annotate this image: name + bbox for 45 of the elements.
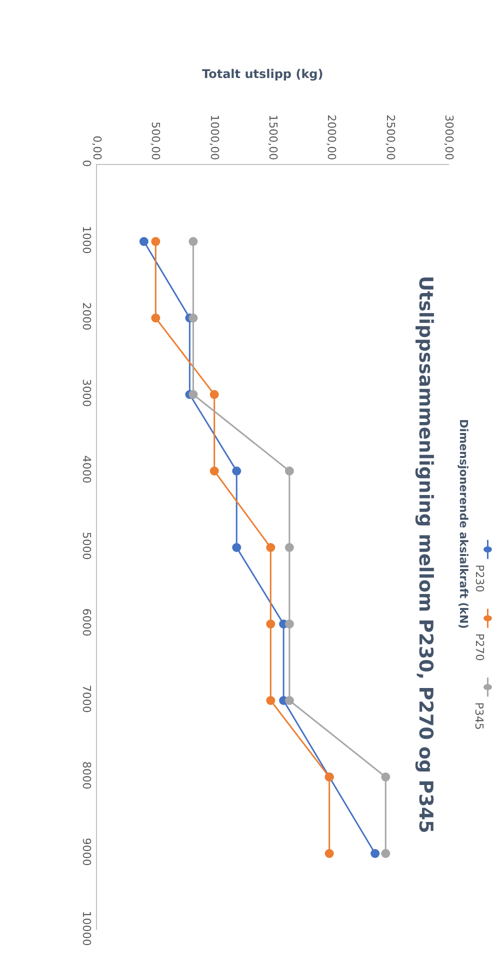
y-tick-label: 1000 bbox=[80, 226, 93, 254]
legend-label: P270 bbox=[472, 633, 486, 662]
point bbox=[232, 466, 242, 476]
point bbox=[381, 772, 390, 782]
x-tick-label: 2500,00 bbox=[384, 114, 397, 160]
y-tick-label: 5000 bbox=[80, 532, 93, 560]
y-tick-label: 10000 bbox=[80, 910, 93, 946]
legend-label: P230 bbox=[473, 564, 486, 592]
point bbox=[324, 849, 334, 858]
point bbox=[188, 390, 198, 399]
point bbox=[266, 543, 276, 552]
x-tick-label: 0,00 bbox=[90, 136, 104, 160]
point bbox=[284, 543, 294, 552]
y-tick-label: 4000 bbox=[80, 455, 93, 484]
x-tick-label: 3000,00 bbox=[442, 114, 456, 160]
point bbox=[188, 237, 198, 246]
y-tick-label: 0 bbox=[80, 160, 93, 167]
legend-label: P345 bbox=[472, 702, 486, 730]
y-tick-label: 2000 bbox=[80, 302, 93, 330]
point bbox=[210, 390, 219, 399]
y-axis-title: Dimensjonerende aksialkraft (kN) bbox=[456, 419, 470, 629]
point bbox=[151, 237, 160, 246]
point bbox=[232, 543, 242, 552]
point bbox=[284, 696, 294, 705]
y-tick-label: 7000 bbox=[80, 684, 93, 713]
point bbox=[139, 237, 148, 246]
x-axis-title: Totalt utslipp (kg) bbox=[202, 67, 324, 81]
y-tick-label: 3000 bbox=[80, 378, 93, 407]
point bbox=[381, 849, 390, 858]
point bbox=[284, 466, 294, 476]
x-tick-label: 2000,00 bbox=[325, 114, 338, 160]
point bbox=[284, 620, 294, 628]
point bbox=[210, 466, 219, 476]
x-tick-label: 1000,00 bbox=[208, 114, 221, 160]
y-tick-label: 9000 bbox=[80, 838, 93, 866]
y-tick-label: 6000 bbox=[80, 608, 93, 636]
y-tick-label: 8000 bbox=[80, 761, 93, 790]
point bbox=[151, 314, 160, 322]
text: Utslippssammenligning mellom P230, P270 og P345 bbox=[414, 276, 437, 834]
point bbox=[370, 849, 380, 858]
point bbox=[266, 696, 276, 705]
x-tick-label: 1500,00 bbox=[266, 114, 280, 160]
point bbox=[188, 314, 198, 322]
point bbox=[266, 620, 276, 628]
x-tick-label: 500,00 bbox=[149, 122, 162, 160]
